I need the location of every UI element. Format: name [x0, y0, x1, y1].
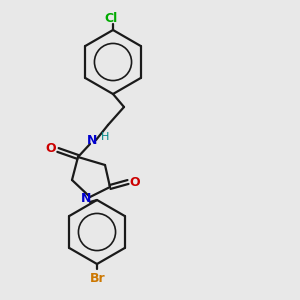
Text: O: O [130, 176, 140, 188]
Text: N: N [87, 134, 97, 146]
Text: N: N [81, 191, 91, 205]
Text: O: O [46, 142, 56, 154]
Text: Cl: Cl [104, 11, 118, 25]
Text: Br: Br [90, 272, 106, 284]
Text: H: H [101, 132, 109, 142]
